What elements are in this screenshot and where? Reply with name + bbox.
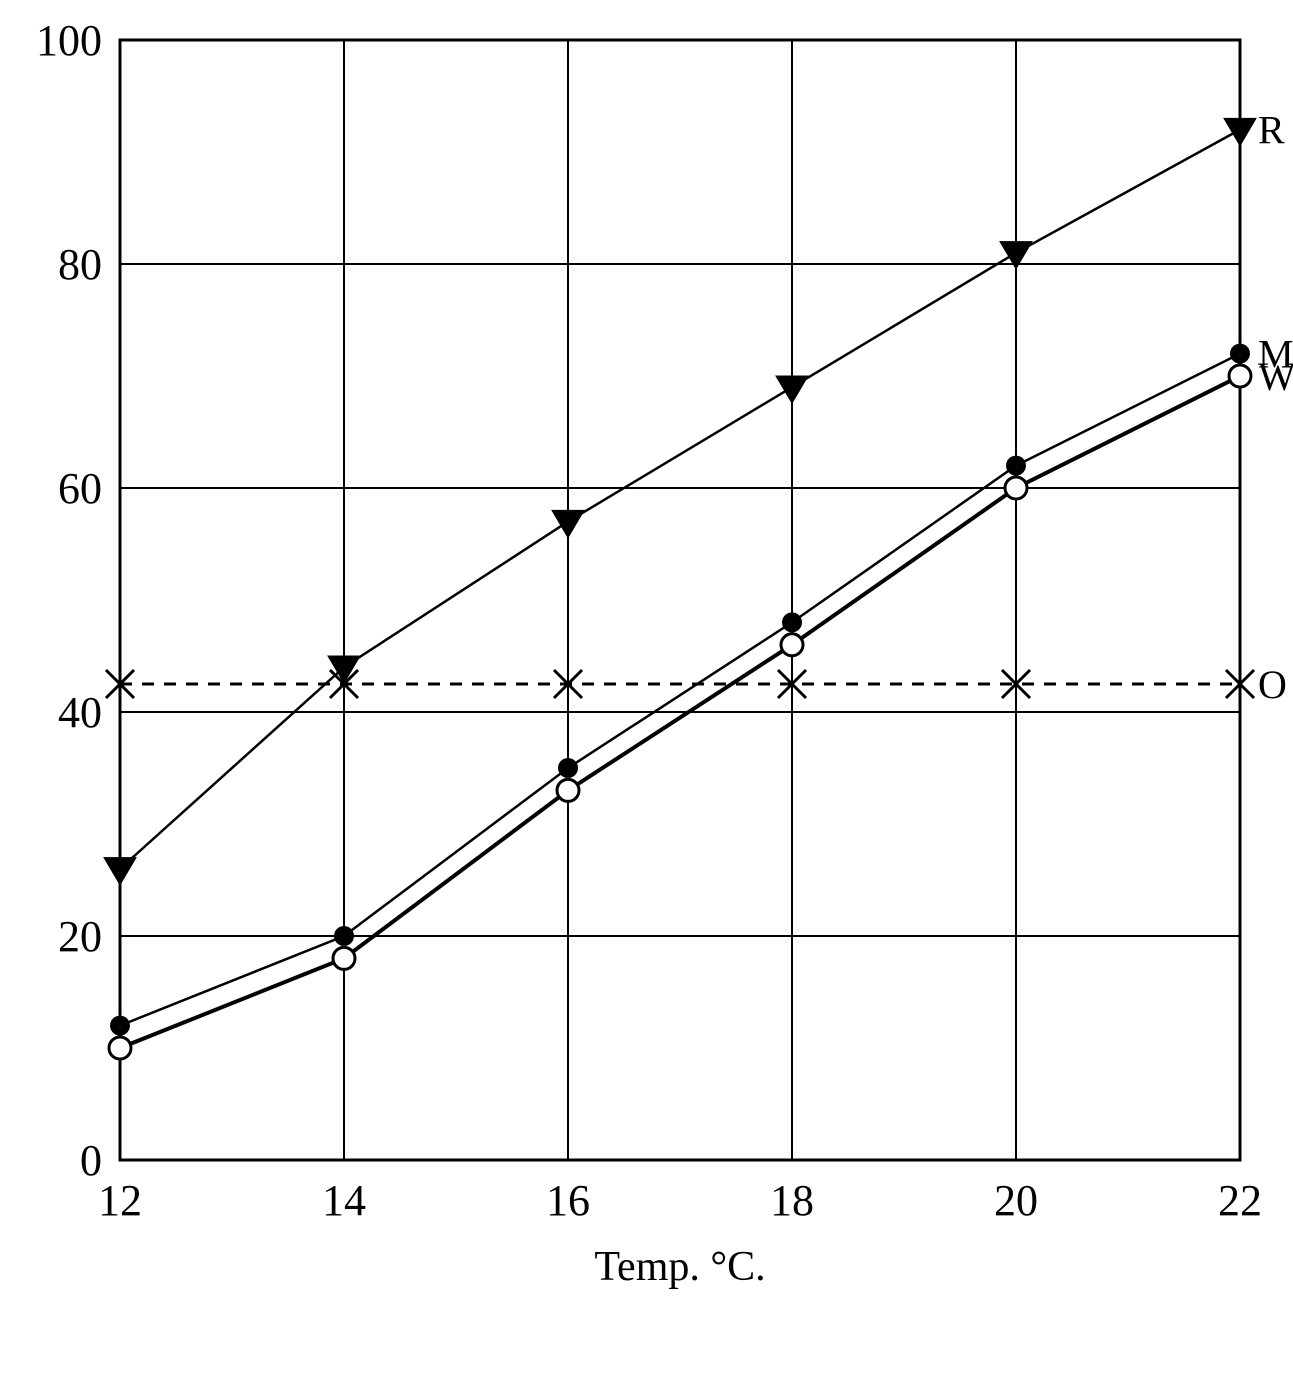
y-tick-label: 40 xyxy=(58,688,102,737)
y-tick-label: 60 xyxy=(58,464,102,513)
x-tick-label: 14 xyxy=(322,1176,366,1225)
marker-circle-open xyxy=(109,1037,131,1059)
y-tick-label: 0 xyxy=(80,1136,102,1185)
marker-circle-filled xyxy=(110,1016,130,1036)
x-tick-label: 22 xyxy=(1218,1176,1262,1225)
x-tick-label: 12 xyxy=(98,1176,142,1225)
marker-circle-open xyxy=(333,947,355,969)
series-label-R: R xyxy=(1258,108,1285,153)
x-tick-label: 20 xyxy=(994,1176,1038,1225)
marker-circle-filled xyxy=(334,926,354,946)
marker-circle-open xyxy=(557,779,579,801)
marker-circle-filled xyxy=(1230,344,1250,364)
line-chart: 121416182022020406080100Temp. °C.RMWO xyxy=(0,0,1293,1390)
y-tick-label: 80 xyxy=(58,240,102,289)
series-label-O: O xyxy=(1258,662,1287,707)
marker-circle-filled xyxy=(558,758,578,778)
marker-circle-open xyxy=(781,634,803,656)
y-tick-label: 100 xyxy=(36,16,102,65)
chart-container: 121416182022020406080100Temp. °C.RMWO xyxy=(0,0,1293,1390)
marker-circle-open xyxy=(1229,365,1251,387)
marker-circle-open xyxy=(1005,477,1027,499)
x-axis-label: Temp. °C. xyxy=(594,1244,765,1290)
x-tick-label: 18 xyxy=(770,1176,814,1225)
series-label-W: W xyxy=(1258,354,1293,399)
marker-circle-filled xyxy=(1006,456,1026,476)
marker-circle-filled xyxy=(782,612,802,632)
y-tick-label: 20 xyxy=(58,912,102,961)
x-tick-label: 16 xyxy=(546,1176,590,1225)
